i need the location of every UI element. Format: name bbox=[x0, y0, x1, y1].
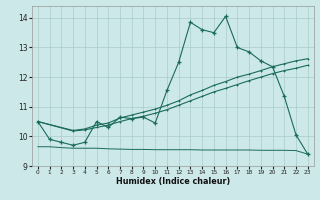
X-axis label: Humidex (Indice chaleur): Humidex (Indice chaleur) bbox=[116, 177, 230, 186]
